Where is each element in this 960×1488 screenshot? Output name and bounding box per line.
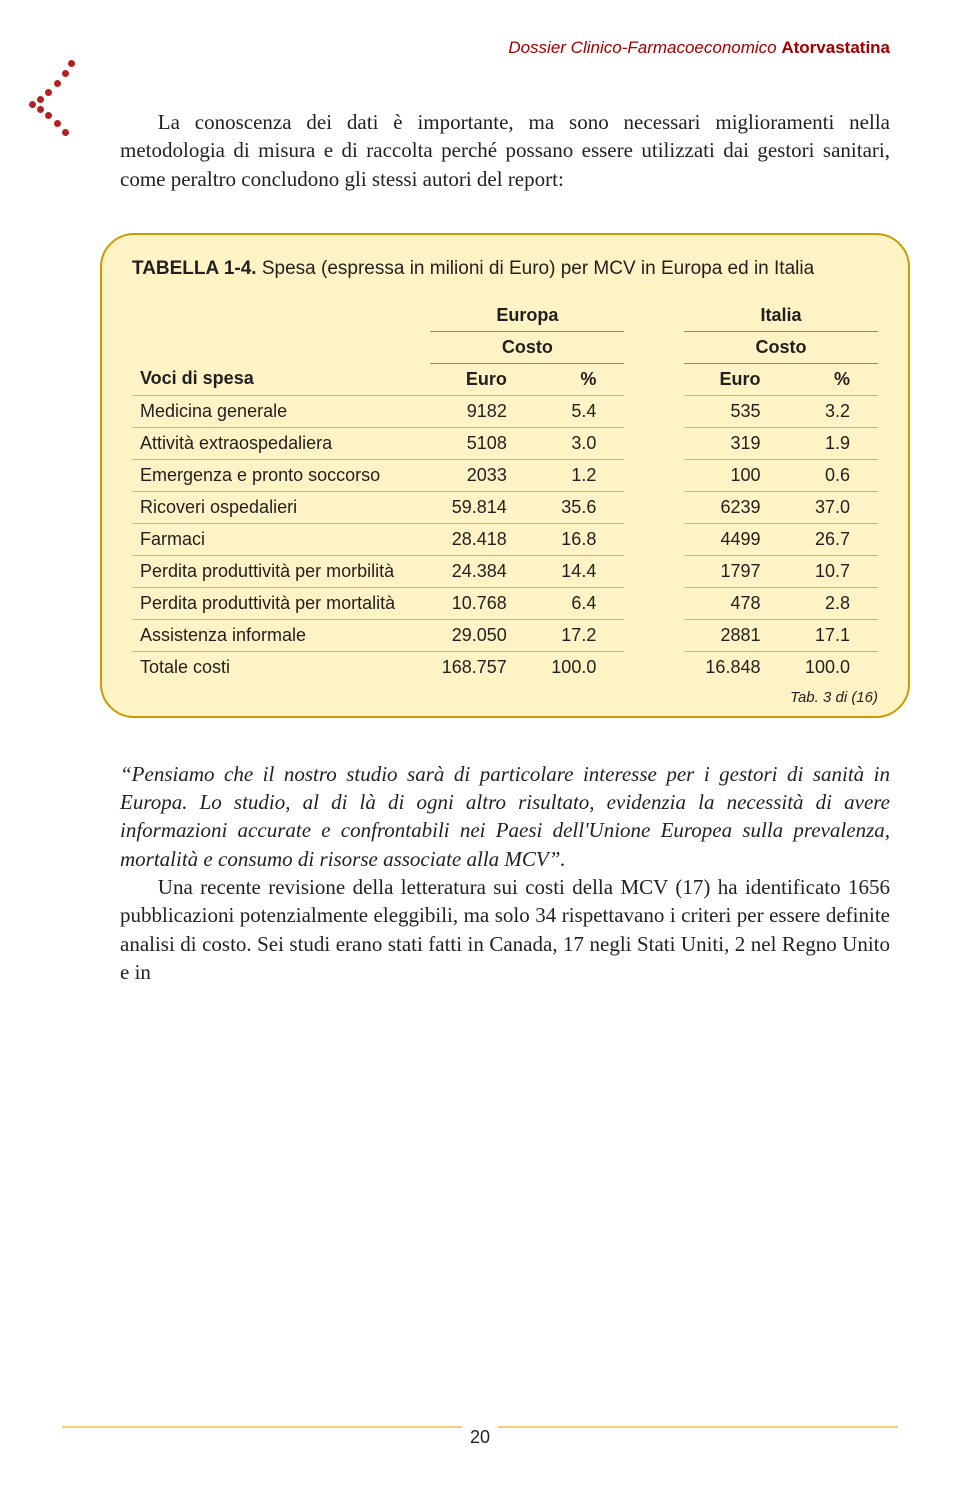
table-label: TABELLA 1-4. [132,258,257,279]
row-eu-euro: 10.768 [430,587,534,619]
row-it-pct: 17.1 [788,619,878,651]
decor-dot [68,60,75,67]
row-eu-pct: 6.4 [535,587,625,619]
row-it-euro: 16.848 [684,651,788,683]
row-eu-euro: 29.050 [430,619,534,651]
table-card: TABELLA 1-4. Spesa (espressa in milioni … [100,233,910,718]
header-bold: Atorvastatina [781,38,890,57]
row-it-euro: 100 [684,459,788,491]
table-row: Totale costi168.757100.016.848100.0 [132,651,878,683]
decor-dot [37,106,44,113]
row-label: Assistenza informale [132,619,430,651]
row-eu-euro: 9182 [430,395,534,427]
spesa-table: Europa Italia Costo Costo Voci di spesa … [132,300,878,683]
row-it-euro: 319 [684,427,788,459]
decor-dot [62,129,69,136]
intro-paragraph: La conoscenza dei dati è importante, ma … [120,108,890,193]
table-row: Medicina generale91825.4 5353.2 [132,395,878,427]
row-eu-euro: 5108 [430,427,534,459]
row-it-pct: 26.7 [788,523,878,555]
table-row: Farmaci28.41816.8 449926.7 [132,523,878,555]
table-caption: Spesa (espressa in milioni di Euro) per … [262,258,814,279]
decor-dot [29,101,36,108]
row-eu-pct: 35.6 [535,491,625,523]
decor-dot [45,89,52,96]
row-eu-pct: 5.4 [535,395,625,427]
table-title: TABELLA 1-4. Spesa (espressa in milioni … [132,257,878,282]
row-eu-pct: 3.0 [535,427,625,459]
corner-decor [20,58,75,133]
row-eu-pct: 100.0 [535,651,625,683]
col-header-pct-it: % [788,363,878,395]
header-light: Dossier Clinico-Farmacoeconomico [508,38,781,57]
col-header-costo-eu: Costo [430,331,624,363]
table-row: Assistenza informale29.05017.2 288117.1 [132,619,878,651]
table-source-ref: Tab. 3 di (16) [132,689,878,706]
row-label: Perdita produttività per mortalità [132,587,430,619]
decor-dot [62,70,69,77]
row-eu-pct: 17.2 [535,619,625,651]
col-header-costo-it: Costo [684,331,878,363]
row-eu-pct: 1.2 [535,459,625,491]
row-eu-euro: 168.757 [430,651,534,683]
decor-dot [54,80,61,87]
table-row: Perdita produttività per mortalità10.768… [132,587,878,619]
col-header-europa: Europa [430,300,624,332]
row-label: Perdita produttività per morbilità [132,555,430,587]
row-it-pct: 3.2 [788,395,878,427]
row-label: Medicina generale [132,395,430,427]
row-eu-euro: 59.814 [430,491,534,523]
row-eu-euro: 2033 [430,459,534,491]
row-label: Farmaci [132,523,430,555]
table-row: Ricoveri ospedalieri59.81435.6 623937.0 [132,491,878,523]
row-label: Attività extraospedaliera [132,427,430,459]
row-eu-euro: 28.418 [430,523,534,555]
row-label: Emergenza e pronto soccorso [132,459,430,491]
row-it-euro: 535 [684,395,788,427]
decor-dot [37,96,44,103]
row-it-pct: 10.7 [788,555,878,587]
document-header: Dossier Clinico-Farmacoeconomico Atorvas… [120,38,890,58]
col-header-euro-it: Euro [684,363,788,395]
row-it-pct: 100.0 [788,651,878,683]
col-header-italia: Italia [684,300,878,332]
col-header-pct-eu: % [535,363,625,395]
row-eu-pct: 14.4 [535,555,625,587]
table-row: Attività extraospedaliera51083.0 3191.9 [132,427,878,459]
row-it-pct: 2.8 [788,587,878,619]
row-it-euro: 1797 [684,555,788,587]
decor-dot [54,120,61,127]
row-it-pct: 0.6 [788,459,878,491]
body-continuation: Una recente revisione della letteratura … [120,873,890,986]
row-label: Totale costi [132,651,430,683]
row-it-pct: 1.9 [788,427,878,459]
row-it-pct: 37.0 [788,491,878,523]
row-it-euro: 478 [684,587,788,619]
row-it-euro: 4499 [684,523,788,555]
row-it-euro: 6239 [684,491,788,523]
row-label: Ricoveri ospedalieri [132,491,430,523]
row-eu-pct: 16.8 [535,523,625,555]
table-row: Perdita produttività per morbilità24.384… [132,555,878,587]
col-header-euro-eu: Euro [430,363,534,395]
row-it-euro: 2881 [684,619,788,651]
decor-dot [45,112,52,119]
page-number: 20 [0,1427,960,1448]
row-eu-euro: 24.384 [430,555,534,587]
quote-paragraph: “Pensiamo che il nostro studio sarà di p… [120,760,890,873]
col-header-voci: Voci di spesa [132,363,430,395]
table-row: Emergenza e pronto soccorso20331.2 1000.6 [132,459,878,491]
